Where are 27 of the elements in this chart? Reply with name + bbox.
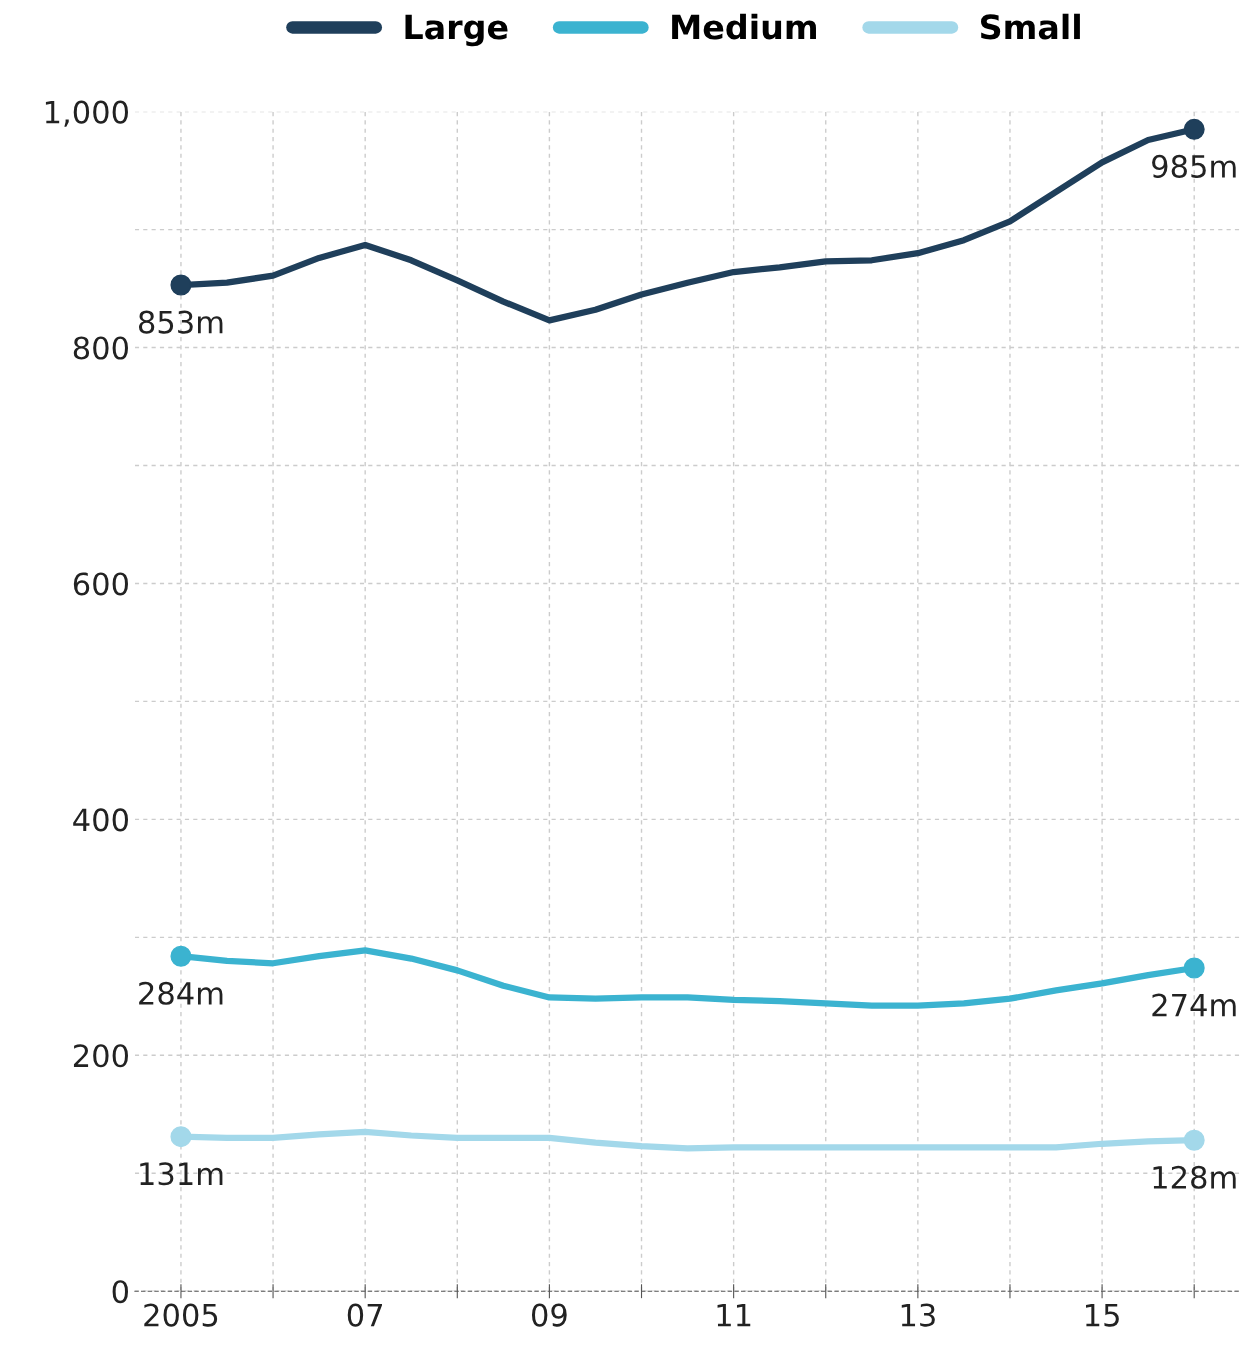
x-tick-label: 2005 bbox=[144, 1303, 218, 1327]
point bbox=[1183, 957, 1205, 979]
point bbox=[170, 1126, 192, 1148]
y-tick-label: 0 bbox=[112, 1280, 128, 1304]
x-tick-label: 09 bbox=[531, 1303, 567, 1327]
y-tick-label: 400 bbox=[73, 808, 128, 832]
point bbox=[170, 274, 192, 296]
legend-label: Small bbox=[981, 13, 1080, 40]
data-label: 284m bbox=[139, 981, 223, 1005]
data-label: 985m bbox=[1152, 154, 1236, 178]
y-tick-label: 200 bbox=[73, 1044, 128, 1068]
legend-label: Large bbox=[405, 14, 508, 47]
point bbox=[170, 945, 192, 967]
y-tick-label: 1,000 bbox=[45, 100, 128, 127]
data-label: 131m bbox=[140, 1162, 223, 1186]
data-label: 853m bbox=[138, 310, 223, 334]
data-label: 274m bbox=[1152, 993, 1236, 1017]
x-tick-label: 07 bbox=[347, 1303, 383, 1327]
point bbox=[1183, 118, 1205, 140]
data-label: 128m bbox=[1153, 1165, 1236, 1189]
y-tick-label: 600 bbox=[73, 572, 128, 596]
y-tick-label: 800 bbox=[73, 336, 128, 360]
legend-label: Medium bbox=[672, 13, 816, 40]
x-tick-label: 11 bbox=[717, 1303, 751, 1327]
point bbox=[1183, 1129, 1205, 1151]
x-tick-label: 15 bbox=[1086, 1303, 1119, 1327]
x-tick-label: 13 bbox=[901, 1303, 935, 1327]
